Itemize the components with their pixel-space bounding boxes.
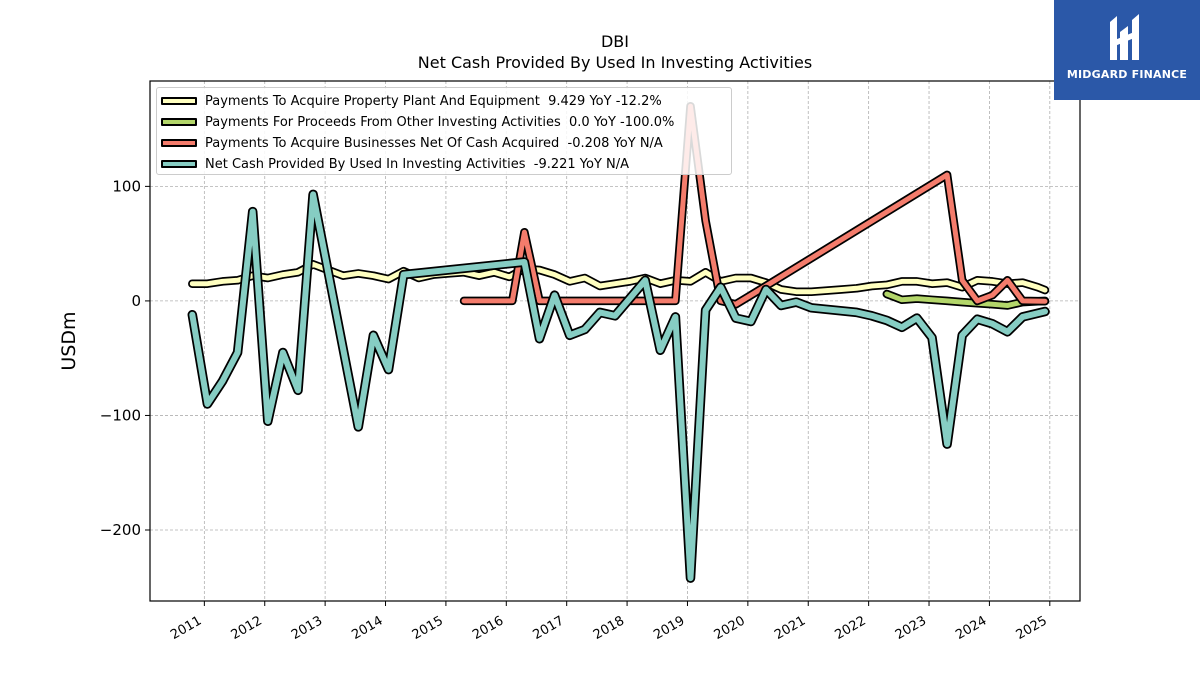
x-tick-label: 2025	[1014, 613, 1050, 643]
y-axis-label: USDm	[58, 311, 80, 370]
x-tick-label: 2021	[772, 613, 808, 643]
legend-item-other-investing: Payments For Proceeds From Other Investi…	[161, 112, 674, 132]
legend-label-other-investing: Payments For Proceeds From Other Investi…	[205, 114, 675, 130]
series-line-ppe	[189, 261, 1048, 295]
series-line-net-cash	[189, 191, 1048, 582]
legend-swatch-businesses	[161, 139, 197, 147]
x-tick-label: 2017	[531, 613, 567, 643]
legend-label-net-cash: Net Cash Provided By Used In Investing A…	[205, 156, 630, 172]
x-tick-label: 2016	[470, 613, 506, 643]
x-tick-label: 2024	[953, 613, 989, 643]
legend-swatch-ppe	[161, 97, 197, 105]
x-tick-label: 2012	[229, 613, 265, 643]
chart-title: DBI	[601, 32, 629, 51]
x-tick-label: 2019	[651, 613, 687, 643]
legend-label-businesses: Payments To Acquire Businesses Net Of Ca…	[205, 135, 663, 151]
logo-mark-icon	[1110, 14, 1139, 60]
logo-text: MIDGARD FINANCE	[1066, 68, 1188, 81]
legend-swatch-net-cash	[161, 160, 197, 168]
x-tick-label: 2022	[832, 613, 868, 643]
x-tick-label: 2014	[349, 613, 385, 643]
series-layer	[187, 101, 1050, 583]
x-tick-label: 2011	[168, 613, 204, 643]
legend-item-businesses: Payments To Acquire Businesses Net Of Ca…	[161, 133, 663, 153]
y-tick-label: 0	[131, 292, 141, 310]
midgard-finance-logo: MIDGARD FINANCE	[1054, 0, 1200, 100]
x-tick-label: 2013	[289, 613, 325, 643]
x-tick-label: 2020	[712, 613, 748, 643]
y-tick-label: −100	[100, 406, 141, 424]
series-line-other-investing	[884, 291, 1048, 308]
y-tick-label: −200	[100, 521, 141, 539]
chart-subtitle: Net Cash Provided By Used In Investing A…	[418, 53, 812, 72]
x-tick-label: 2018	[591, 613, 627, 643]
legend-item-net-cash: Net Cash Provided By Used In Investing A…	[161, 154, 629, 174]
legend-label-ppe: Payments To Acquire Property Plant And E…	[205, 93, 662, 109]
y-tick-label: 100	[112, 177, 141, 195]
legend: Payments To Acquire Property Plant And E…	[156, 87, 732, 175]
x-tick-label: 2015	[410, 613, 446, 643]
legend-item-ppe: Payments To Acquire Property Plant And E…	[161, 91, 662, 111]
x-tick-label: 2023	[893, 613, 929, 643]
plot-frame	[149, 80, 1081, 602]
legend-swatch-other-investing	[161, 118, 197, 126]
